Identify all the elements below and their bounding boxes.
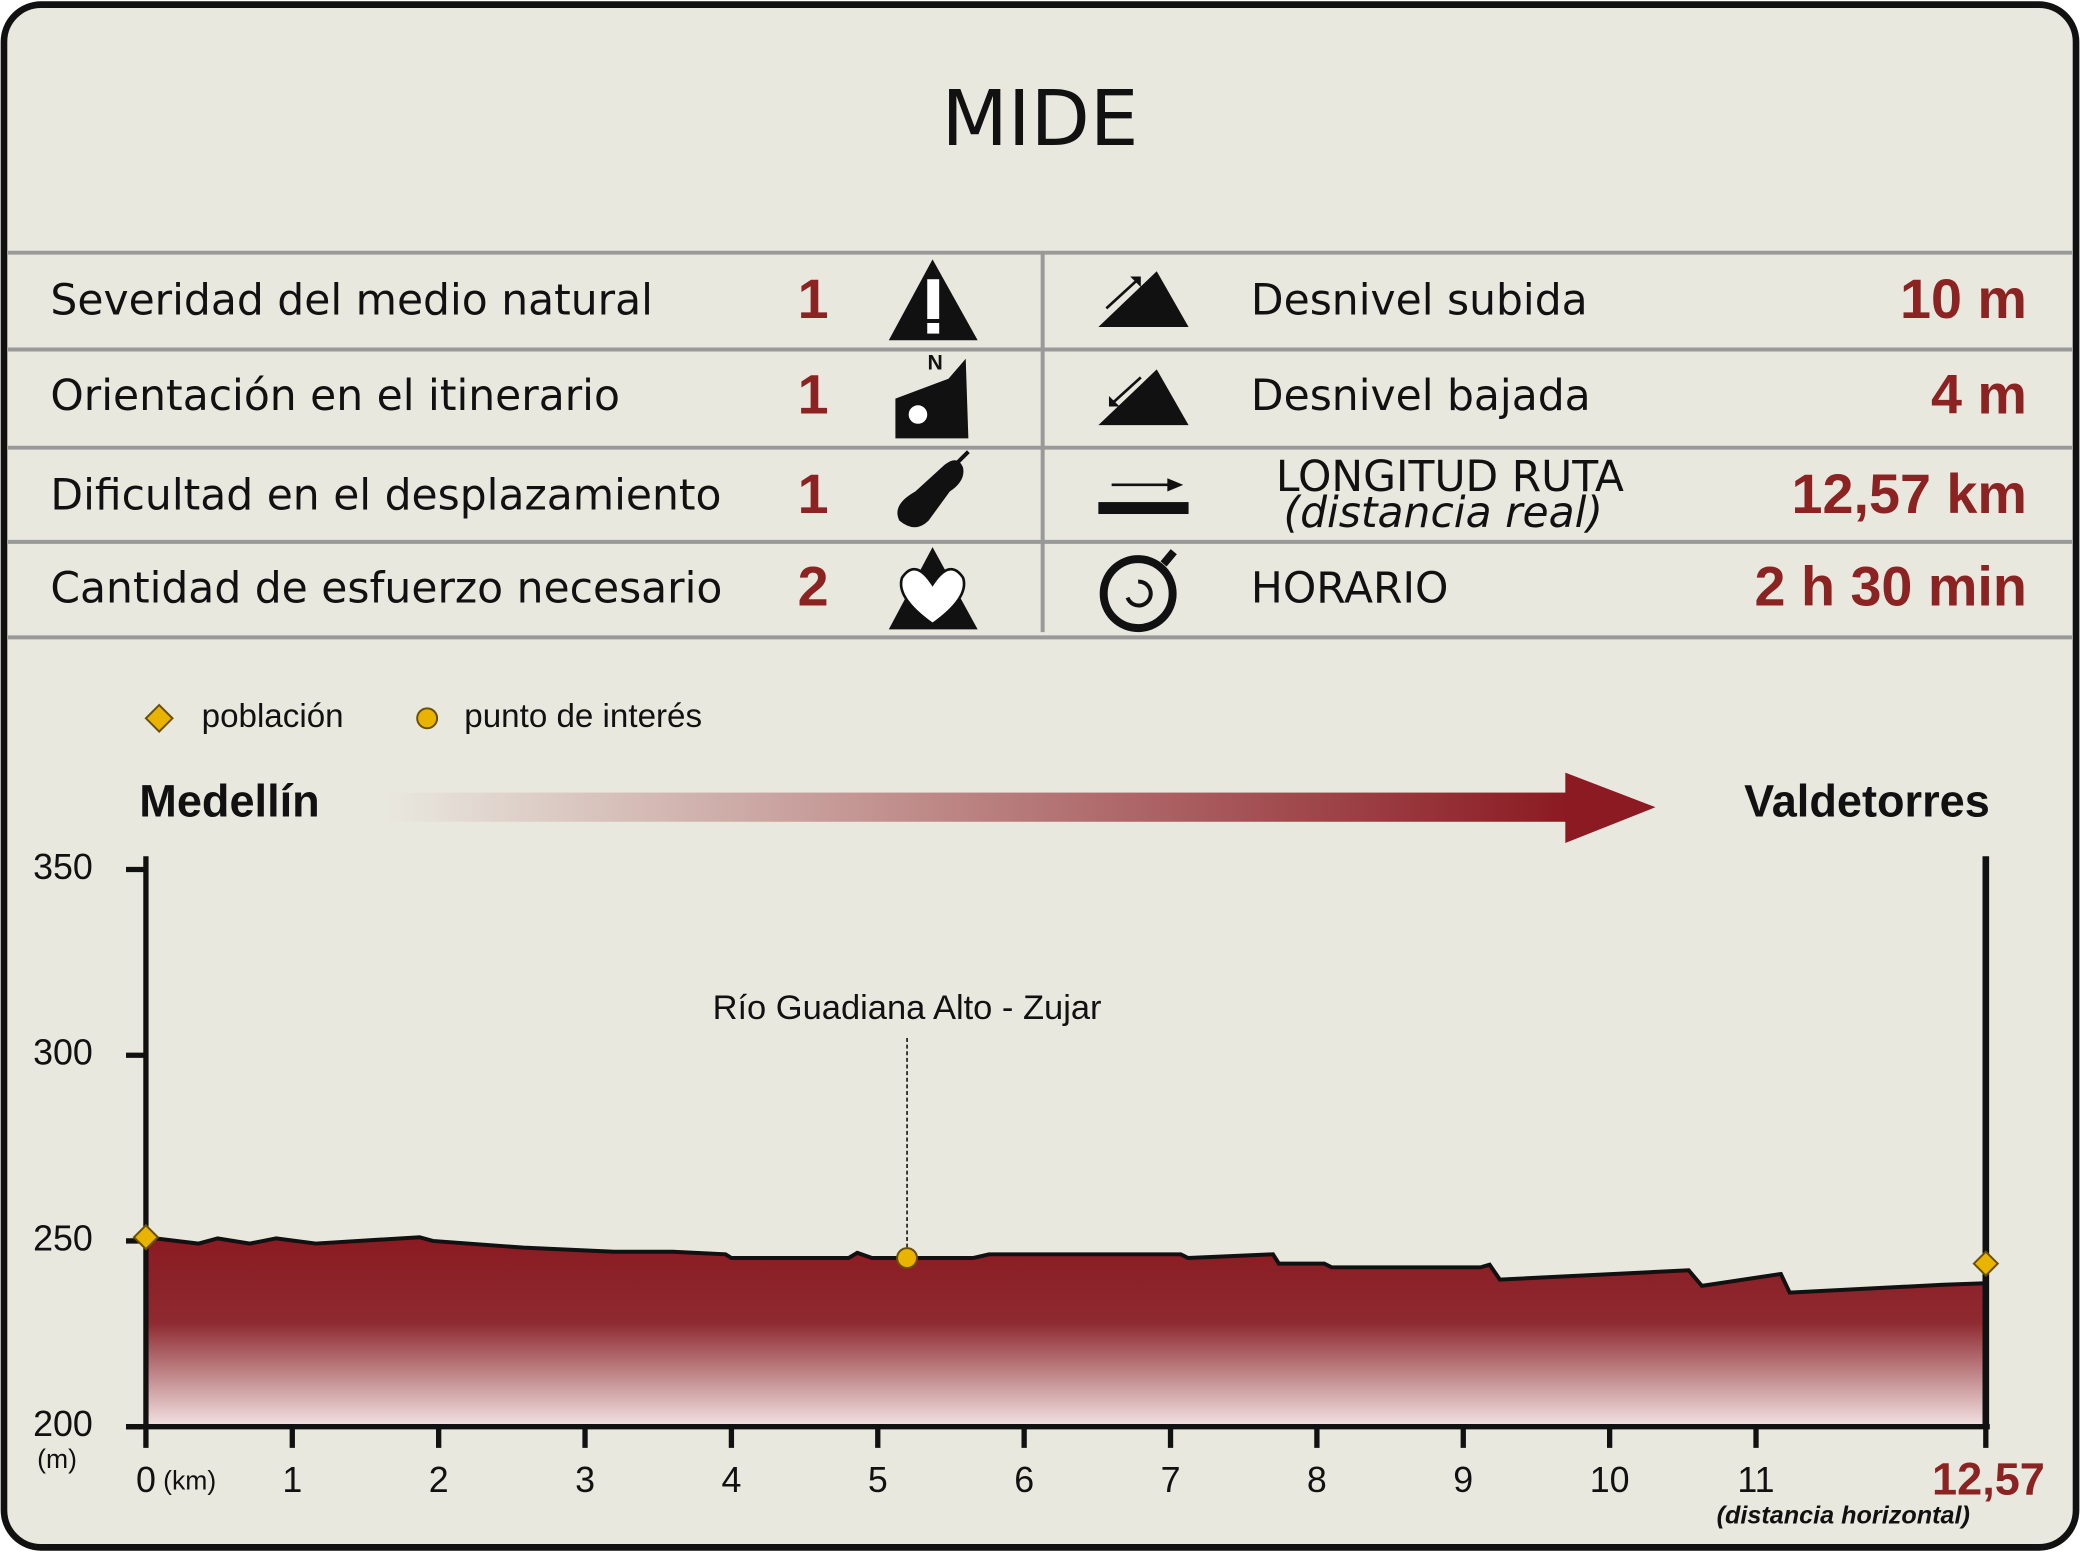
x-axis-note: (distancia horizontal) (1717, 1502, 1970, 1530)
icons: N (888, 259, 1189, 633)
table-lines (7, 250, 2073, 640)
criterion-label: Severidad del medio natural (50, 277, 653, 326)
x-tick-label: 4 (721, 1460, 741, 1500)
criterion-value: 2 (798, 556, 829, 618)
stat-label: Desnivel bajada (1251, 372, 1591, 421)
y-tick-label: 300 (33, 1033, 93, 1073)
criterion-label: Dificultad en el desplazamiento (50, 472, 721, 521)
direction-arrowhead (1565, 772, 1656, 843)
poi-marker (896, 1247, 918, 1269)
x-tick-label: 1 (282, 1460, 302, 1500)
stat-note: (distancia real) (1284, 489, 1603, 538)
poi-label: Río Guadiana Alto - Zujar (713, 989, 1102, 1027)
x-tick-label: 12,57 (1932, 1453, 2045, 1504)
stat-value: 12,57 km (1792, 463, 2027, 525)
x-tick-label: 3 (575, 1460, 595, 1500)
legend-label: punto de interés (464, 698, 702, 735)
x-tick-label: 0 (136, 1460, 156, 1500)
x-tick-label: 11 (1737, 1460, 1774, 1500)
x-axis-label: (km) (163, 1465, 216, 1495)
x-tick-label: 9 (1453, 1460, 1473, 1500)
table-rows: Severidad del medio natural 1 Orientación … (50, 268, 2027, 618)
legend-label: población (202, 698, 344, 735)
x-tick-label: 10 (1590, 1460, 1630, 1500)
stat-value: 10 m (1900, 268, 2027, 330)
x-tick-label: 5 (868, 1460, 888, 1500)
stat-label: HORARIO (1251, 564, 1449, 613)
y-tick-label: 200 (33, 1404, 93, 1444)
x-tick-label: 2 (429, 1460, 449, 1500)
chart: población punto de interés Medellín Valdeto… (33, 698, 2045, 1529)
town-marker (1972, 1250, 2000, 1277)
legend-town (144, 703, 174, 733)
elevation-area (145, 1237, 1986, 1427)
x-tick-label: 6 (1014, 1460, 1034, 1500)
criterion-label: Cantidad de esfuerzo necesario (50, 564, 722, 613)
stat-label: LONGITUD RUTA (1276, 453, 1624, 502)
stat-label: Desnivel subida (1251, 277, 1588, 326)
town-marker (132, 1223, 160, 1251)
criterion-label: Orientación en el itinerario (50, 372, 620, 421)
stat-value: 4 m (1931, 363, 2027, 425)
stat-value: 2 h 30 min (1755, 556, 2027, 618)
criterion-value: 1 (798, 363, 829, 425)
x-tick-label: 7 (1161, 1460, 1181, 1500)
start-label: Medellín (139, 775, 319, 826)
legend-poi (416, 707, 439, 730)
x-tick-label: 8 (1307, 1460, 1327, 1500)
end-label: Valdetorres (1744, 775, 1990, 826)
title: MIDE (942, 75, 1139, 164)
svg-text:N: N (928, 351, 943, 374)
direction-arrow (384, 792, 1568, 822)
y-tick-label: 250 (33, 1218, 93, 1258)
criterion-value: 1 (798, 463, 829, 525)
elevation-line (145, 1235, 1986, 1295)
criterion-value: 1 (798, 268, 829, 330)
y-axis-label: (m) (37, 1444, 77, 1474)
y-tick-label: 350 (33, 847, 93, 887)
